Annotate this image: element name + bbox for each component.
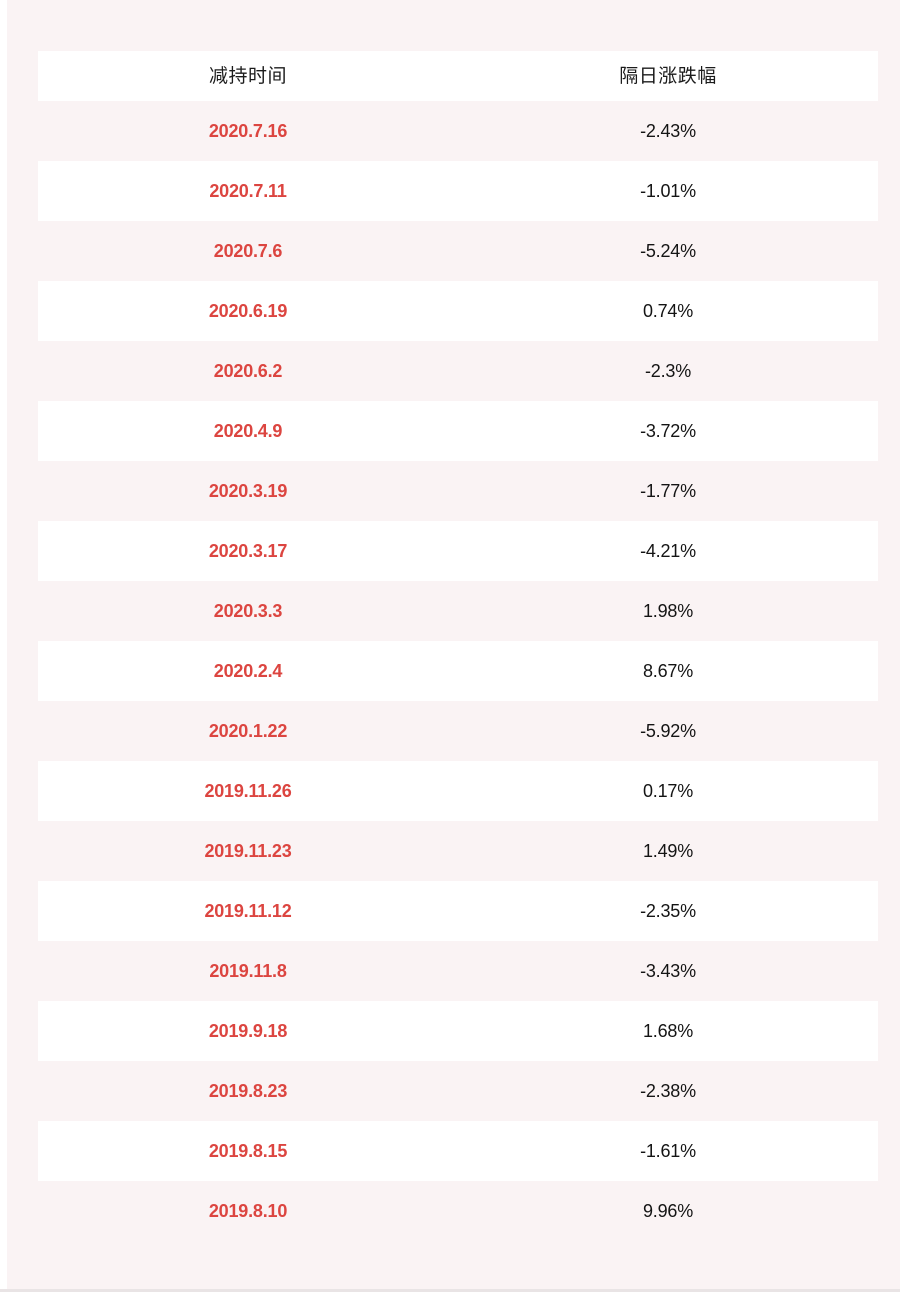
date-cell: 2020.4.9	[213, 421, 283, 441]
table-row: 2020.7.11 -1.01%	[38, 161, 878, 221]
table-row: 2020.2.4 8.67%	[38, 641, 878, 701]
table-header-row: 减持时间 隔日涨跌幅	[38, 51, 878, 101]
table-row: 2019.11.26 0.17%	[38, 761, 878, 821]
change-cell: 1.98%	[642, 601, 694, 621]
date-cell: 2019.8.23	[208, 1081, 288, 1101]
date-cell: 2020.1.22	[208, 721, 288, 741]
change-cell: -2.35%	[640, 901, 696, 921]
change-cell: -3.72%	[640, 421, 696, 441]
date-cell: 2019.11.23	[204, 841, 292, 861]
header-reduction-date: 减持时间	[208, 65, 287, 87]
date-cell: 2019.11.12	[204, 901, 292, 921]
date-cell: 2020.7.6	[213, 241, 283, 261]
table-row: 2020.6.19 0.74%	[38, 281, 878, 341]
table-row: 2020.1.22 -5.92%	[38, 701, 878, 761]
date-cell: 2019.8.10	[208, 1201, 288, 1221]
change-cell: -3.43%	[640, 961, 696, 981]
table-row: 2019.8.10 9.96%	[38, 1181, 878, 1241]
change-cell: -4.21%	[640, 541, 696, 561]
change-cell: -2.43%	[640, 121, 696, 141]
table-row: 2019.8.15 -1.61%	[38, 1121, 878, 1181]
date-cell: 2020.7.16	[208, 121, 288, 141]
table-row: 2019.11.8 -3.43%	[38, 941, 878, 1001]
table-row: 2019.8.23 -2.38%	[38, 1061, 878, 1121]
change-cell: -5.24%	[640, 241, 696, 261]
table-row: 2020.3.19 -1.77%	[38, 461, 878, 521]
change-cell: 1.68%	[642, 1021, 694, 1041]
date-cell: 2020.6.2	[213, 361, 283, 381]
table-row: 2019.9.18 1.68%	[38, 1001, 878, 1061]
date-cell: 2020.3.19	[208, 481, 288, 501]
change-cell: 0.74%	[642, 301, 694, 321]
table-row: 2020.7.16 -2.43%	[38, 101, 878, 161]
date-cell: 2019.8.15	[208, 1141, 288, 1161]
change-cell: 1.49%	[642, 841, 694, 861]
change-cell: -1.61%	[640, 1141, 696, 1161]
left-edge-strip	[0, 0, 7, 1292]
table-row: 2020.3.17 -4.21%	[38, 521, 878, 581]
date-cell: 2019.9.18	[208, 1021, 288, 1041]
change-cell: -2.38%	[640, 1081, 696, 1101]
date-cell: 2020.6.19	[208, 301, 288, 321]
date-cell: 2019.11.8	[209, 961, 287, 981]
table-row: 2019.11.12 -2.35%	[38, 881, 878, 941]
table-row: 2019.11.23 1.49%	[38, 821, 878, 881]
table-row: 2020.7.6 -5.24%	[38, 221, 878, 281]
date-cell: 2019.11.26	[204, 781, 292, 801]
date-cell: 2020.2.4	[213, 661, 283, 681]
date-cell: 2020.3.17	[208, 541, 288, 561]
table-body: 2020.7.16 -2.43% 2020.7.11 -1.01% 2020.7…	[38, 101, 878, 1241]
table-row: 2020.4.9 -3.72%	[38, 401, 878, 461]
change-cell: 9.96%	[642, 1201, 694, 1221]
change-cell: -1.01%	[640, 181, 696, 201]
change-cell: -2.3%	[644, 361, 692, 381]
change-cell: 0.17%	[642, 781, 694, 801]
date-cell: 2020.7.11	[209, 181, 287, 201]
change-cell: -5.92%	[640, 721, 696, 741]
bottom-edge-strip	[0, 1289, 900, 1292]
date-cell: 2020.3.3	[213, 601, 283, 621]
header-nextday-change: 隔日涨跌幅	[619, 65, 717, 87]
change-cell: -1.77%	[640, 481, 696, 501]
change-cell: 8.67%	[642, 661, 694, 681]
table-row: 2020.6.2 -2.3%	[38, 341, 878, 401]
table-row: 2020.3.3 1.98%	[38, 581, 878, 641]
reduction-table: 减持时间 隔日涨跌幅 2020.7.16 -2.43% 2020.7.11 -1…	[38, 51, 878, 1241]
